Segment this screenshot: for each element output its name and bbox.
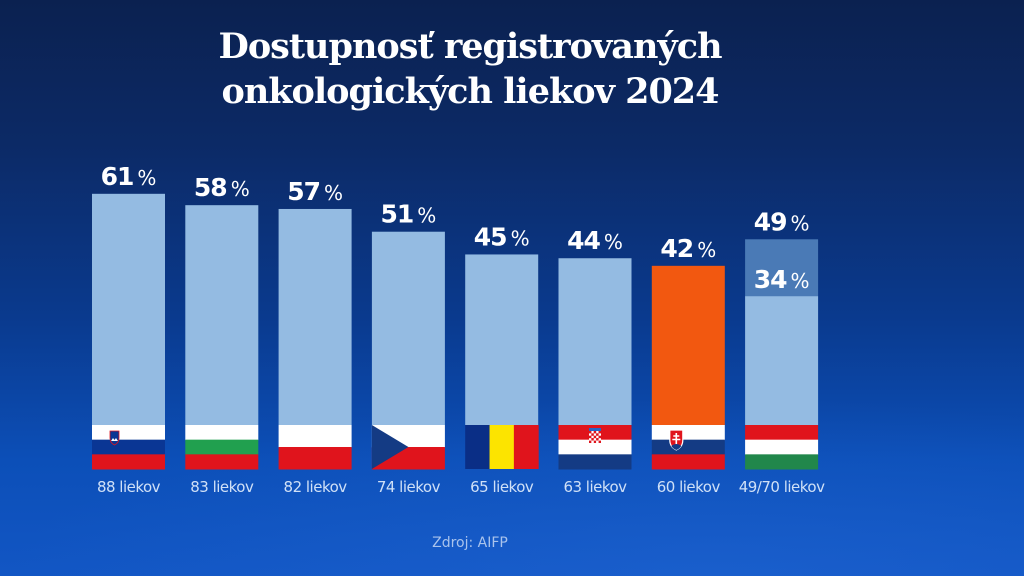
bar-value-label: 61% — [101, 162, 157, 191]
bar — [745, 296, 819, 425]
bar-group: 82 liekov — [278, 208, 352, 496]
source-note: Zdroj: AIFP — [432, 535, 508, 551]
category-label: 63 liekov — [563, 478, 627, 496]
coat-of-arms-check — [591, 431, 594, 434]
bar-extension — [745, 239, 819, 297]
category-label: 49/70 liekov — [739, 478, 825, 496]
category-label: 65 liekov — [470, 478, 534, 496]
poland-flag-icon — [278, 425, 352, 470]
coat-of-arms-check — [591, 435, 594, 439]
coat-of-arms-check — [598, 440, 601, 443]
flag-stripe — [651, 454, 725, 470]
coat-of-arms-crown — [589, 428, 601, 431]
flag-stripe — [558, 439, 632, 455]
bar — [278, 208, 352, 425]
croatia-flag-icon — [558, 425, 632, 470]
flag-stripe — [745, 439, 819, 455]
flag-stripe — [465, 425, 491, 469]
flag-stripe — [513, 425, 539, 469]
page-title: Dostupnosť registrovaných onkologických … — [0, 24, 940, 114]
bar-value-label: 51% — [380, 200, 436, 229]
bar — [465, 254, 539, 425]
flag-stripe — [92, 439, 165, 455]
bar-group: 63 liekov — [558, 258, 632, 496]
coat-of-arms-check — [596, 433, 599, 436]
coat-of-arms-icon — [109, 430, 120, 446]
flag-stripe — [745, 454, 819, 470]
bar-value-label-upper: 49% — [754, 207, 810, 236]
czechia-flag-icon — [371, 425, 445, 470]
coat-of-arms-check — [589, 440, 592, 443]
category-label: 74 liekov — [377, 478, 441, 496]
flag-stripe — [185, 425, 259, 441]
bar — [371, 231, 445, 425]
flag-triangle — [371, 425, 409, 469]
coat-of-arms-check — [589, 431, 592, 434]
coat-of-arms-check — [598, 438, 601, 441]
bar-group: 49/70 liekov — [739, 239, 826, 496]
coat-of-arms-check — [589, 438, 592, 441]
bar-value-label: 44% — [567, 226, 623, 255]
coat-of-arms-check — [589, 435, 592, 439]
title-line-1: Dostupnosť registrovaných — [218, 26, 722, 67]
hungary-flag-icon — [745, 425, 819, 470]
flag-stripe — [651, 425, 725, 441]
coat-of-arms-check — [593, 440, 597, 443]
coat-of-arms-check — [591, 433, 594, 436]
bar — [558, 258, 632, 425]
flag-stripe — [278, 447, 352, 470]
bar-group: 74 liekov — [371, 231, 445, 496]
category-label: 83 liekov — [190, 478, 254, 496]
flag-stripe — [92, 454, 165, 470]
flag-stripe — [92, 425, 165, 441]
flag-stripe — [745, 425, 819, 441]
flag-stripe — [651, 439, 725, 455]
coat-of-arms-cross — [672, 433, 681, 445]
bar-value-label: 58% — [194, 173, 250, 202]
title-line-2: onkologických liekov 2024 — [221, 71, 719, 112]
coat-of-arms-check — [598, 433, 601, 436]
category-label: 88 liekov — [97, 478, 161, 496]
bar-group: 88 liekov — [92, 193, 165, 496]
bar-value-label: 34% — [754, 265, 810, 294]
coat-of-arms-hills — [671, 444, 682, 450]
coat-of-arms-check — [596, 431, 599, 434]
coat-of-arms-mountain — [111, 438, 118, 441]
flag-stripe — [185, 454, 259, 470]
flag-stripe — [185, 439, 259, 455]
bar — [92, 193, 165, 425]
coat-of-arms-check — [598, 435, 601, 439]
category-label: 82 liekov — [284, 478, 348, 496]
coat-of-arms-check — [593, 433, 597, 436]
bar-group: 60 liekov — [651, 265, 725, 496]
coat-of-arms-check — [593, 438, 597, 441]
coat-of-arms-check — [596, 440, 599, 443]
flag-stripe — [278, 425, 352, 448]
coat-of-arms-check — [598, 431, 601, 434]
bar-group: 83 liekov — [185, 205, 259, 496]
bulgaria-flag-icon — [185, 425, 259, 470]
bar-value-label: 42% — [660, 234, 716, 263]
slovenia-flag-icon — [92, 425, 165, 470]
coat-of-arms-check — [596, 435, 599, 439]
coat-of-arms-check — [593, 431, 597, 434]
bar — [185, 205, 259, 425]
bar — [651, 265, 725, 425]
flag-stripe — [558, 454, 632, 470]
coat-of-arms-check — [593, 435, 597, 439]
romania-flag-icon — [465, 425, 539, 469]
bar-group: 65 liekov — [465, 254, 539, 496]
coat-of-arms-check — [591, 440, 594, 443]
bar-value-label: 57% — [287, 177, 343, 206]
category-label: 60 liekov — [657, 478, 721, 496]
coat-of-arms-check — [591, 438, 594, 441]
flag-stripe — [489, 425, 515, 469]
slovakia-flag-icon — [651, 425, 725, 470]
coat-of-arms-check — [589, 433, 592, 436]
coat-of-arms-check — [596, 438, 599, 441]
bar-value-label: 45% — [474, 222, 530, 251]
